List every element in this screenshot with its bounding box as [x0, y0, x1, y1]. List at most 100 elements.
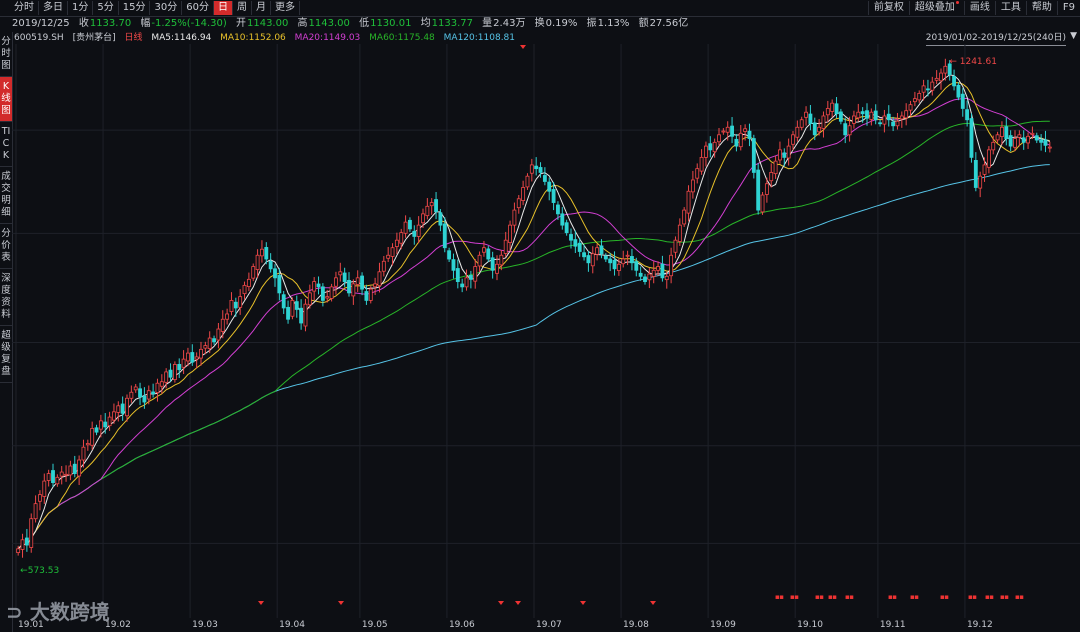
- candle-body: [447, 250, 452, 260]
- watermark-logo: ⊃ 大数跨境: [6, 600, 110, 624]
- toolbar-button-label: 帮助: [1031, 2, 1052, 13]
- range-dropdown-icon[interactable]: ▼: [1070, 31, 1077, 41]
- rating-marker-icon[interactable]: ▪▪: [790, 593, 799, 601]
- rating-marker-icon[interactable]: ▪▪: [968, 593, 977, 601]
- kline-chart[interactable]: ← 1241.61 ←573.53: [12, 44, 1080, 618]
- rating-marker-icon[interactable]: ▪▪: [888, 593, 897, 601]
- candle-body: [199, 348, 203, 359]
- rating-marker-icon[interactable]: ▪▪: [845, 593, 854, 601]
- period-tab[interactable]: 60分: [182, 1, 214, 15]
- rating-marker-icon[interactable]: ▪▪: [1000, 593, 1009, 601]
- candle-body: [320, 286, 325, 301]
- candle-body: [682, 209, 687, 225]
- candle-body: [233, 301, 238, 309]
- period-tab[interactable]: 1分: [68, 1, 94, 15]
- rating-marker-icon[interactable]: ▪▪: [985, 593, 994, 601]
- period-tab[interactable]: 15分: [119, 1, 151, 15]
- event-marker-icon[interactable]: [338, 601, 344, 605]
- rating-marker-icon[interactable]: ▪▪: [828, 593, 837, 601]
- rating-marker-icon[interactable]: ▪▪: [815, 593, 824, 601]
- side-tab[interactable]: 分时图: [0, 32, 12, 77]
- x-axis: 19.01 19.02 19.03 19.04 19.05 19.06 19.07 19.08…: [12, 618, 1080, 632]
- toolbar-button[interactable]: 画线: [963, 1, 995, 15]
- candle-body: [220, 318, 225, 332]
- candle-body: [869, 111, 874, 120]
- candle-body: [277, 275, 282, 294]
- close-label: 收: [78, 18, 89, 29]
- candle-body: [860, 111, 865, 115]
- toolbar-button[interactable]: F9: [1056, 1, 1080, 15]
- toolbar-button-label: 画线: [969, 2, 990, 13]
- candle-body: [817, 126, 822, 133]
- candle-body: [952, 75, 956, 87]
- toolbar-button[interactable]: 帮助: [1025, 1, 1057, 15]
- candle-body: [59, 471, 64, 477]
- candle-body: [830, 102, 835, 112]
- event-marker-icon[interactable]: [258, 601, 264, 605]
- side-tab[interactable]: K线图: [0, 77, 12, 122]
- candle-body: [1004, 126, 1009, 139]
- x-tick-label: 19.09: [710, 620, 736, 630]
- side-tab[interactable]: TICK: [0, 122, 12, 167]
- toolbar-right: 前复权 超级叠加 画线 工具 帮助 F9: [867, 0, 1080, 16]
- candle-body: [1013, 138, 1017, 148]
- candle-body: [186, 352, 190, 362]
- period-tab[interactable]: 分时: [10, 1, 39, 15]
- side-tab[interactable]: 成交明细: [0, 167, 12, 224]
- event-marker-icon[interactable]: [650, 601, 656, 605]
- candle-body: [686, 190, 691, 214]
- candle-body: [503, 239, 508, 254]
- side-tab[interactable]: 超级复盘: [0, 326, 12, 383]
- x-tick-label: 19.05: [361, 620, 388, 630]
- side-tab[interactable]: 深度资料: [0, 269, 12, 326]
- period-tab[interactable]: 月: [252, 1, 271, 15]
- candle-body: [325, 296, 330, 299]
- period-tab[interactable]: 周: [233, 1, 252, 15]
- side-tab[interactable]: 分价表: [0, 224, 12, 269]
- candle-body: [882, 115, 887, 125]
- period-tab[interactable]: 多日: [39, 1, 68, 15]
- candle-body: [451, 259, 456, 271]
- candle-body: [334, 277, 338, 287]
- candle-body: [926, 88, 930, 91]
- candle-body: [625, 254, 630, 257]
- date-range[interactable]: 2019/01/02-2019/12/25(240日): [925, 32, 1066, 46]
- toolbar-button[interactable]: 工具: [994, 1, 1026, 15]
- candle-body: [455, 268, 460, 282]
- candle-body: [251, 266, 256, 279]
- top-marker-icon[interactable]: [520, 45, 526, 49]
- event-marker-icon[interactable]: [580, 601, 586, 605]
- candle-body: [708, 143, 713, 151]
- candle-body: [717, 134, 721, 143]
- period-tab[interactable]: 更多: [271, 1, 300, 15]
- x-tick-label: 19.04: [279, 620, 305, 630]
- candle-body: [673, 239, 678, 253]
- period-tab[interactable]: 30分: [150, 1, 183, 15]
- candle-body: [564, 222, 569, 234]
- rating-marker-icon[interactable]: ▪▪: [1015, 593, 1024, 601]
- candle-body: [982, 164, 987, 175]
- candle-body: [943, 65, 948, 74]
- candle-body: [229, 300, 234, 312]
- candle-body: [312, 281, 317, 292]
- period-tab[interactable]: 日: [213, 1, 233, 15]
- rating-marker-icon[interactable]: ▪▪: [775, 593, 784, 601]
- candle-body: [778, 149, 782, 161]
- candle-body: [786, 145, 791, 159]
- candle-body: [168, 369, 173, 378]
- event-marker-icon[interactable]: [498, 601, 504, 605]
- event-marker-icon[interactable]: [515, 601, 521, 605]
- candle-body: [525, 175, 530, 188]
- candle-body: [55, 476, 60, 485]
- rating-marker-icon[interactable]: ▪▪: [910, 593, 919, 601]
- period-tab[interactable]: 5分: [93, 1, 119, 15]
- toolbar-button[interactable]: 前复权: [867, 1, 909, 15]
- candle-body: [621, 258, 626, 265]
- rating-marker-icon[interactable]: ▪▪: [940, 593, 949, 601]
- candle-body: [569, 234, 573, 241]
- candle-body: [939, 72, 943, 82]
- candle-body: [1026, 135, 1030, 144]
- toolbar-button[interactable]: 超级叠加: [908, 1, 964, 15]
- candle-body: [712, 141, 717, 153]
- candle-body: [429, 202, 434, 207]
